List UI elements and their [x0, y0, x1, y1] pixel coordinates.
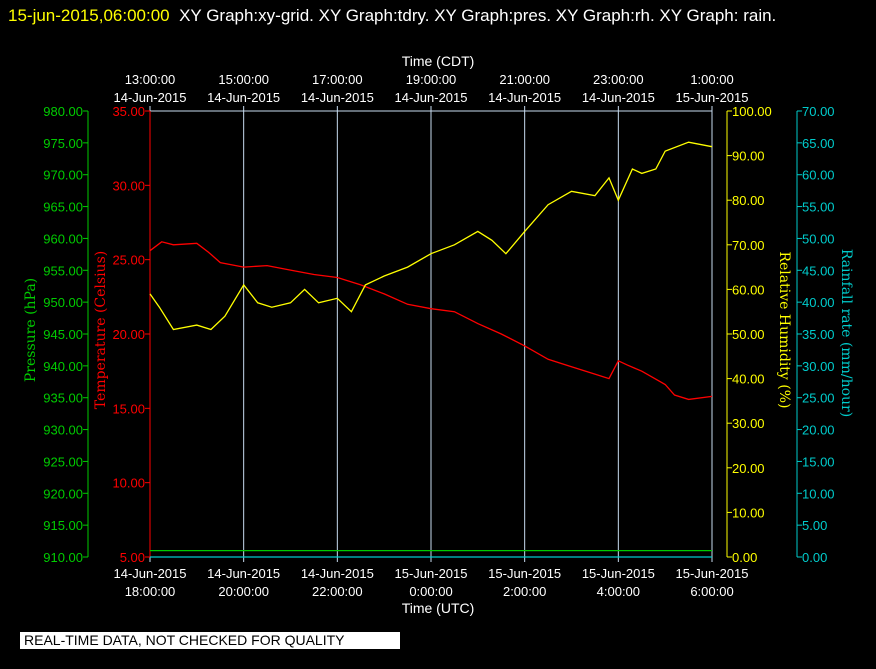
bottom-tick-time: 18:00:00: [125, 584, 176, 599]
rain-tick-label: 20.00: [802, 423, 835, 438]
graph-header: 15-jun-2015,06:00:00 XY Graph:xy-grid. X…: [8, 2, 868, 30]
pressure-tick-label: 925.00: [43, 454, 83, 469]
top-time-axis: 13:00:00 14-Jun-2015 15:00:00 14-Jun-2015 17…: [114, 72, 749, 111]
rain-axis-title: Rainfall rate (mm/hour): [838, 249, 854, 417]
bottom-tick-date: 14-Jun-2015: [207, 566, 280, 581]
temperature-tick-label: 10.00: [112, 476, 145, 491]
rain-tick-label: 10.00: [802, 486, 835, 501]
humidity-tick-label: 40.00: [732, 372, 765, 387]
humidity-tick-label: 0.00: [732, 550, 757, 565]
rain-tick-label: 60.00: [802, 168, 835, 183]
pressure-tick-label: 915.00: [43, 518, 83, 533]
humidity-tick-label: 100.00: [732, 104, 772, 119]
top-tick-date: 14-Jun-2015: [301, 90, 374, 105]
rain-tick-label: 70.00: [802, 104, 835, 119]
rain-tick-label: 45.00: [802, 263, 835, 278]
temperature-tick-label: 20.00: [112, 327, 145, 342]
temperature-tick-label: 35.00: [112, 104, 145, 119]
top-tick-date: 14-Jun-2015: [114, 90, 187, 105]
pressure-tick-label: 950.00: [43, 295, 83, 310]
bottom-tick-time: 2:00:00: [503, 584, 546, 599]
pressure-tick-label: 940.00: [43, 359, 83, 374]
top-tick-time: 17:00:00: [312, 72, 363, 87]
rain-tick-label: 40.00: [802, 295, 835, 310]
pressure-tick-label: 975.00: [43, 136, 83, 151]
pressure-tick-label: 945.00: [43, 327, 83, 342]
quality-notice: REAL-TIME DATA, NOT CHECKED FOR QUALITY: [20, 632, 400, 649]
top-tick-date: 14-Jun-2015: [582, 90, 655, 105]
rain-tick-label: 30.00: [802, 359, 835, 374]
bottom-tick-date: 15-Jun-2015: [676, 566, 749, 581]
top-axis-title: Time (CDT): [402, 53, 475, 69]
pressure-tick-label: 930.00: [43, 423, 83, 438]
top-tick-time: 13:00:00: [125, 72, 176, 87]
top-tick-time: 21:00:00: [499, 72, 550, 87]
bottom-tick-date: 15-Jun-2015: [395, 566, 468, 581]
top-tick-time: 19:00:00: [406, 72, 457, 87]
top-tick-time: 15:00:00: [218, 72, 269, 87]
temperature-axis-title: Temperature (Celsius): [93, 251, 109, 409]
humidity-axis-title: Relative Humidity (%): [776, 251, 792, 408]
temperature-tick-label: 30.00: [112, 178, 145, 193]
bottom-tick-date: 14-Jun-2015: [114, 566, 187, 581]
humidity-tick-label: 10.00: [732, 505, 765, 520]
rain-tick-label: 15.00: [802, 454, 835, 469]
rain-tick-label: 0.00: [802, 550, 827, 565]
bottom-tick-date: 15-Jun-2015: [582, 566, 655, 581]
right-axes: 0.00 10.00 20.00 30.00 40.00 50.00 60.00 70.00 8…: [726, 104, 835, 565]
timestamp: 15-jun-2015,06:00:00: [8, 6, 170, 25]
humidity-tick-label: 20.00: [732, 461, 765, 476]
bottom-tick-time: 4:00:00: [597, 584, 640, 599]
temperature-tick-label: 15.00: [112, 401, 145, 416]
bottom-tick-time: 6:00:00: [690, 584, 733, 599]
series-layer: [149, 141, 713, 558]
humidity-tick-label: 90.00: [732, 149, 765, 164]
pressure-tick-label: 960.00: [43, 231, 83, 246]
left-axes: 910.00 915.00 920.00 925.00 930.00 935.00 940.…: [43, 104, 151, 565]
rain-tick-label: 25.00: [802, 391, 835, 406]
top-tick-date: 14-Jun-2015: [207, 90, 280, 105]
temperature-tick-label: 25.00: [112, 253, 145, 268]
top-tick-time: 23:00:00: [593, 72, 644, 87]
pressure-tick-label: 920.00: [43, 486, 83, 501]
bottom-time-axis: 14-Jun-2015 18:00:00 14-Jun-2015 20:00:00 14…: [114, 557, 749, 599]
pressure-tick-label: 935.00: [43, 391, 83, 406]
temperature-series-line: [149, 241, 713, 401]
rain-tick-label: 65.00: [802, 136, 835, 151]
rain-tick-label: 35.00: [802, 327, 835, 342]
bottom-tick-date: 15-Jun-2015: [488, 566, 561, 581]
pressure-tick-label: 980.00: [43, 104, 83, 119]
bottom-tick-time: 20:00:00: [218, 584, 269, 599]
pressure-tick-label: 955.00: [43, 263, 83, 278]
bottom-tick-time: 0:00:00: [409, 584, 452, 599]
bottom-tick-date: 14-Jun-2015: [301, 566, 374, 581]
rain-tick-label: 50.00: [802, 231, 835, 246]
pressure-tick-label: 910.00: [43, 550, 83, 565]
humidity-tick-label: 30.00: [732, 416, 765, 431]
pressure-tick-label: 965.00: [43, 200, 83, 215]
humidity-tick-label: 70.00: [732, 238, 765, 253]
humidity-tick-label: 50.00: [732, 327, 765, 342]
vertical-grid: [243, 111, 619, 557]
temperature-tick-label: 5.00: [120, 550, 145, 565]
humidity-series-line: [149, 141, 713, 331]
top-tick-date: 14-Jun-2015: [395, 90, 468, 105]
top-tick-date: 15-Jun-2015: [676, 90, 749, 105]
pressure-tick-label: 970.00: [43, 168, 83, 183]
top-tick-time: 1:00:00: [690, 72, 733, 87]
pressure-axis-title: Pressure (hPa): [23, 278, 39, 382]
bottom-tick-time: 22:00:00: [312, 584, 363, 599]
top-tick-date: 14-Jun-2015: [488, 90, 561, 105]
rain-tick-label: 55.00: [802, 200, 835, 215]
graph-list: XY Graph:xy-grid. XY Graph:tdry. XY Grap…: [179, 6, 777, 25]
bottom-axis-title: Time (UTC): [402, 600, 475, 616]
humidity-tick-label: 80.00: [732, 193, 765, 208]
rain-tick-label: 5.00: [802, 518, 827, 533]
humidity-tick-label: 60.00: [732, 282, 765, 297]
